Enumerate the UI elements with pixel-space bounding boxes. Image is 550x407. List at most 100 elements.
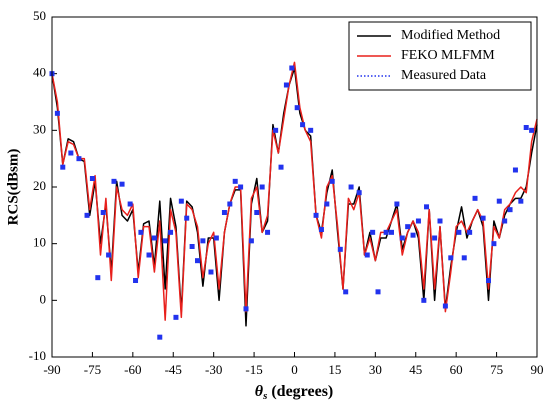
measured-point — [119, 181, 125, 187]
x-axis-unit: (degrees) — [267, 383, 333, 400]
x-tick-label: 15 — [328, 362, 341, 377]
measured-point — [208, 269, 214, 275]
measured-point — [389, 229, 394, 235]
x-tick-label: -90 — [43, 362, 60, 377]
measured-point — [243, 306, 249, 312]
measured-point — [480, 215, 486, 221]
measured-point — [84, 212, 90, 218]
measured-point — [512, 167, 518, 173]
measured-point — [151, 235, 157, 241]
measured-point — [518, 198, 524, 204]
measured-point — [370, 229, 376, 235]
measured-point — [95, 275, 101, 281]
measured-point — [248, 238, 254, 244]
measured-point — [424, 204, 430, 210]
measured-point — [54, 110, 60, 116]
measured-point — [254, 210, 260, 215]
x-axis-title: θs (degrees) — [255, 383, 334, 402]
measured-point — [329, 178, 335, 184]
measured-point — [456, 229, 462, 235]
measured-point — [442, 303, 448, 309]
measured-point — [502, 218, 508, 224]
measured-point — [200, 238, 206, 244]
legend-label: Modified Method — [401, 28, 500, 43]
measured-point — [461, 255, 467, 261]
measured-point — [399, 235, 405, 241]
y-tick-label: 40 — [33, 65, 46, 80]
measured-point — [189, 244, 195, 249]
measured-point — [259, 184, 265, 190]
y-tick-label: 50 — [33, 8, 46, 23]
measured-point — [364, 252, 370, 258]
measured-point — [76, 156, 82, 162]
measured-point — [324, 201, 330, 207]
x-tick-label: 90 — [531, 362, 544, 377]
measured-point — [111, 178, 117, 184]
x-tick-label: 60 — [450, 362, 463, 377]
measured-point — [375, 289, 381, 295]
measured-point — [410, 232, 416, 238]
y-axis-title: RCS(dBsm) — [5, 149, 21, 226]
measured-point — [491, 241, 497, 247]
measured-point — [178, 198, 184, 204]
x-tick-label: -75 — [84, 362, 101, 377]
measured-point — [394, 201, 400, 207]
measured-point — [89, 176, 95, 181]
measured-point — [448, 255, 454, 261]
measured-point — [496, 198, 502, 204]
measured-point — [313, 212, 319, 218]
measured-point — [265, 229, 271, 235]
measured-point — [283, 82, 289, 88]
measured-point — [472, 195, 478, 201]
measured-point — [405, 224, 411, 230]
measured-point — [486, 278, 491, 283]
plot-frame — [51, 16, 538, 358]
measured-point — [289, 65, 295, 71]
measured-point — [168, 229, 174, 235]
measured-point — [68, 150, 74, 156]
measured-point — [195, 258, 200, 264]
measured-point — [523, 125, 529, 130]
measured-point — [278, 164, 284, 170]
x-axis-subscript: s — [262, 390, 267, 402]
measured-point — [337, 246, 343, 252]
measured-point — [127, 201, 133, 207]
measured-point — [157, 334, 163, 340]
measured-point — [146, 252, 152, 258]
series-line — [51, 67, 538, 327]
y-tick-label: 10 — [33, 235, 46, 250]
measured-point — [294, 105, 300, 111]
y-tick-label: 20 — [33, 178, 46, 193]
y-tick-label: 0 — [40, 291, 47, 306]
measured-point — [343, 289, 349, 295]
measured-point — [437, 218, 443, 224]
x-tick-label: 45 — [409, 362, 422, 377]
measured-point — [529, 127, 535, 133]
measured-point — [383, 229, 389, 235]
measured-point — [213, 235, 219, 241]
measured-point — [232, 178, 238, 184]
measured-point — [318, 227, 324, 232]
measured-point — [415, 218, 421, 224]
measured-point — [106, 252, 112, 258]
measured-point — [227, 201, 233, 207]
measured-point — [238, 184, 244, 190]
measured-point — [100, 210, 106, 215]
measured-point — [507, 207, 513, 213]
measured-point — [273, 127, 279, 133]
measured-point — [173, 314, 179, 320]
measured-point — [300, 122, 306, 128]
measured-point — [162, 238, 168, 244]
measured-point — [308, 127, 314, 133]
measured-point — [348, 184, 354, 190]
legend-label: Measured Data — [401, 68, 487, 83]
x-tick-label: -30 — [205, 362, 222, 377]
measured-point — [221, 210, 227, 215]
x-tick-label: 30 — [369, 362, 382, 377]
measured-point — [467, 229, 473, 235]
x-axis-symbol: θ — [255, 383, 264, 400]
series-line — [51, 61, 538, 321]
x-tick-label: 75 — [490, 362, 503, 377]
measured-point — [356, 190, 362, 196]
